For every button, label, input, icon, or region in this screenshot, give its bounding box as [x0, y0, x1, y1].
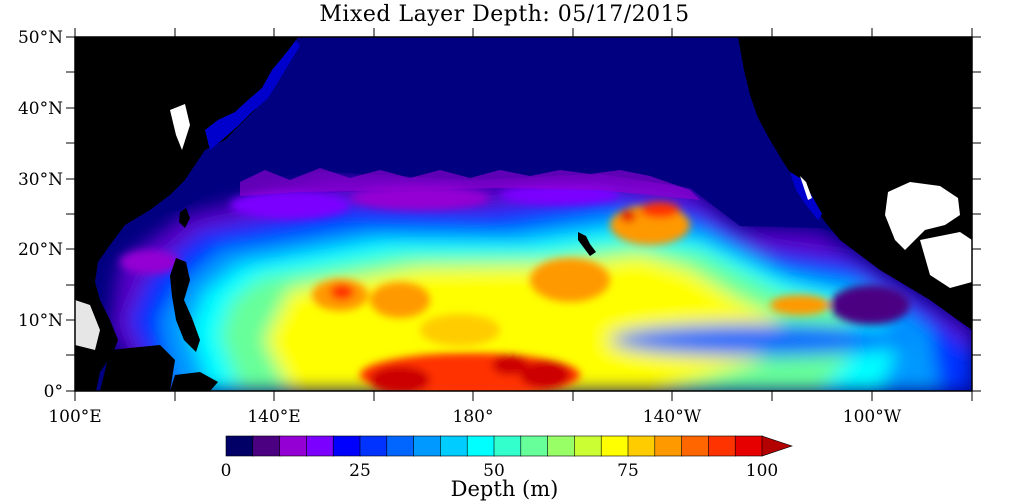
- lon-label-180: 180°: [453, 407, 494, 427]
- colorbar-swatch: [466, 435, 495, 457]
- lon-label-100e: 100°E: [48, 407, 101, 427]
- colorbar-tick-label: 100: [746, 461, 778, 481]
- land-philippines: [170, 258, 200, 352]
- no-data-gulf-of-thailand: [75, 300, 100, 350]
- no-data-caribbean: [920, 232, 972, 288]
- colorbar-swatch: [332, 435, 361, 457]
- depth-hotspots: [120, 185, 910, 391]
- colorbar-swatch: [440, 435, 468, 457]
- colorbar-swatch: [574, 435, 603, 457]
- colorbar-swatch: [386, 435, 415, 457]
- land-north-america: [738, 37, 972, 330]
- land-hawaii: [578, 232, 596, 256]
- lat-label-20n: 20°N: [18, 240, 63, 260]
- colorbar-tick-label: 50: [483, 461, 505, 481]
- no-data-gulf-of-california: [800, 176, 812, 200]
- lon-label-100w: 100°W: [843, 407, 902, 427]
- land-japan: [205, 40, 300, 150]
- map-plot-area: [75, 37, 972, 391]
- land-baja: [790, 172, 822, 220]
- colorbar-swatch: [681, 435, 710, 457]
- lon-label-140e: 140°E: [247, 407, 300, 427]
- lat-label-50n: 50°N: [18, 28, 63, 48]
- shallow-north-ocean: [75, 37, 972, 250]
- colorbar-tick-label: 0: [221, 461, 232, 481]
- colorbar-swatch: [413, 435, 442, 457]
- no-data-yellow-sea: [170, 104, 190, 150]
- colorbar-tick-label: 25: [349, 461, 371, 481]
- colorbar-overflow-arrow: [761, 435, 793, 457]
- land-asia: [75, 37, 298, 391]
- colorbar-swatch: [547, 435, 576, 457]
- lat-label-10n: 10°N: [18, 311, 63, 331]
- lat-label-0: 0°: [44, 382, 63, 402]
- colorbar-swatch: [627, 435, 656, 457]
- colorbar-swatch: [600, 435, 629, 457]
- land-borneo: [100, 345, 175, 391]
- lat-label-40n: 40°N: [18, 99, 63, 119]
- longitude-axis: 100°E 140°E 180° 140°W 100°W: [48, 28, 973, 427]
- colorbar-swatch: [654, 435, 683, 457]
- colorbar-swatch: [734, 435, 763, 457]
- colorbar: 0 25 50 75 100: [221, 435, 793, 481]
- lat-label-30n: 30°N: [18, 170, 63, 190]
- colorbar-swatch: [279, 435, 308, 457]
- colorbar-swatch: [252, 435, 281, 457]
- colorbar-title: Depth (m): [450, 477, 559, 501]
- no-data-gulf-of-mexico: [885, 182, 960, 250]
- colorbar-tick-label: 75: [617, 461, 639, 481]
- colorbar-swatch: [493, 435, 522, 457]
- colorbar-swatch: [306, 435, 334, 457]
- mld-front: [240, 168, 700, 200]
- colorbar-swatch: [225, 435, 254, 457]
- land-taiwan: [179, 208, 190, 228]
- colorbar-swatch: [520, 435, 549, 457]
- land-new-guinea: [170, 372, 218, 391]
- colorbar-swatch: [359, 435, 388, 457]
- colorbar-swatch: [708, 435, 737, 457]
- lon-label-140w: 140°W: [643, 407, 702, 427]
- map-title: Mixed Layer Depth: 05/17/2015: [319, 2, 690, 27]
- latitude-axis: 50°N 40°N 30°N 20°N 10°N 0°: [18, 28, 981, 402]
